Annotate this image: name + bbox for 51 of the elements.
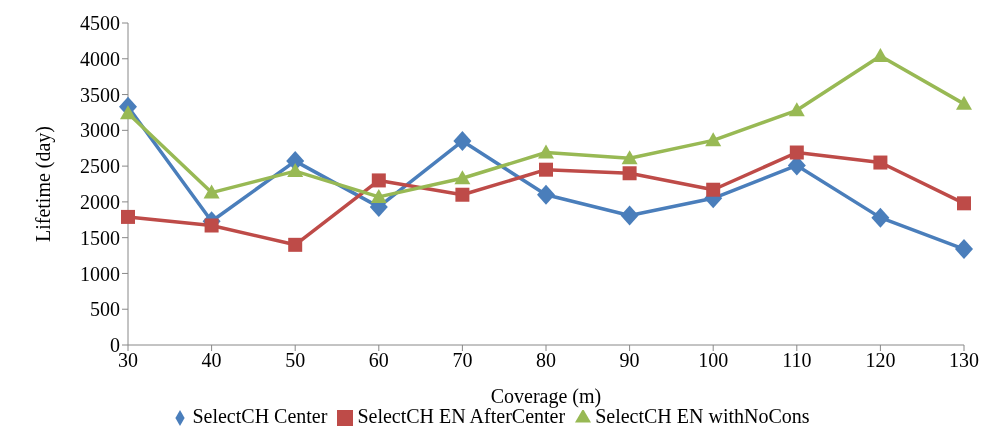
x-tick-label: 90 (619, 349, 640, 372)
point (955, 239, 973, 260)
point (370, 188, 387, 203)
y-tick-label: 2000 (80, 190, 120, 213)
x-tick-label: 130 (949, 349, 979, 372)
point (872, 47, 889, 62)
x-tick-label: 110 (782, 349, 812, 372)
point (288, 237, 303, 252)
y-tick-label: 500 (90, 298, 120, 321)
point (871, 207, 890, 228)
point (454, 170, 471, 185)
point (956, 95, 972, 110)
y-tick-label: 3500 (80, 83, 120, 106)
point (622, 166, 637, 181)
x-tick-label: 30 (118, 349, 138, 372)
point (120, 105, 136, 120)
point (789, 145, 804, 160)
point (204, 218, 219, 233)
point (537, 184, 555, 205)
y-tick-label: 0 (110, 334, 120, 357)
point (957, 196, 971, 211)
point (453, 131, 472, 152)
point (620, 205, 639, 226)
x-tick-label: 40 (201, 349, 222, 372)
y-tick-label: 1000 (80, 262, 120, 285)
point (121, 209, 135, 224)
x-tick-label: 120 (865, 349, 896, 372)
point (706, 182, 721, 197)
y-tick-label: 4000 (80, 47, 120, 70)
x-tick-label: 70 (452, 349, 473, 372)
x-tick-label: 80 (536, 349, 556, 372)
y-tick-label: 3000 (80, 119, 120, 142)
point (287, 163, 304, 178)
x-tick-label: 50 (285, 349, 306, 372)
point (455, 187, 470, 202)
point (621, 150, 638, 165)
y-tick-label: 1500 (80, 226, 120, 249)
y-tick-label: 2500 (80, 155, 120, 178)
point (705, 132, 722, 147)
y-tick-label: 4500 (80, 12, 120, 35)
legend-label: SelectCH Center (192, 405, 328, 427)
point (538, 144, 554, 159)
point (873, 155, 888, 170)
point (788, 102, 805, 117)
x-axis-title: Coverage (m) (490, 385, 602, 408)
y-axis-title: Lifetime (day) (32, 125, 56, 243)
point (203, 184, 220, 199)
point (539, 162, 553, 177)
x-tick-label: 100 (698, 349, 729, 372)
x-tick-label: 60 (368, 349, 389, 372)
point (371, 173, 386, 188)
